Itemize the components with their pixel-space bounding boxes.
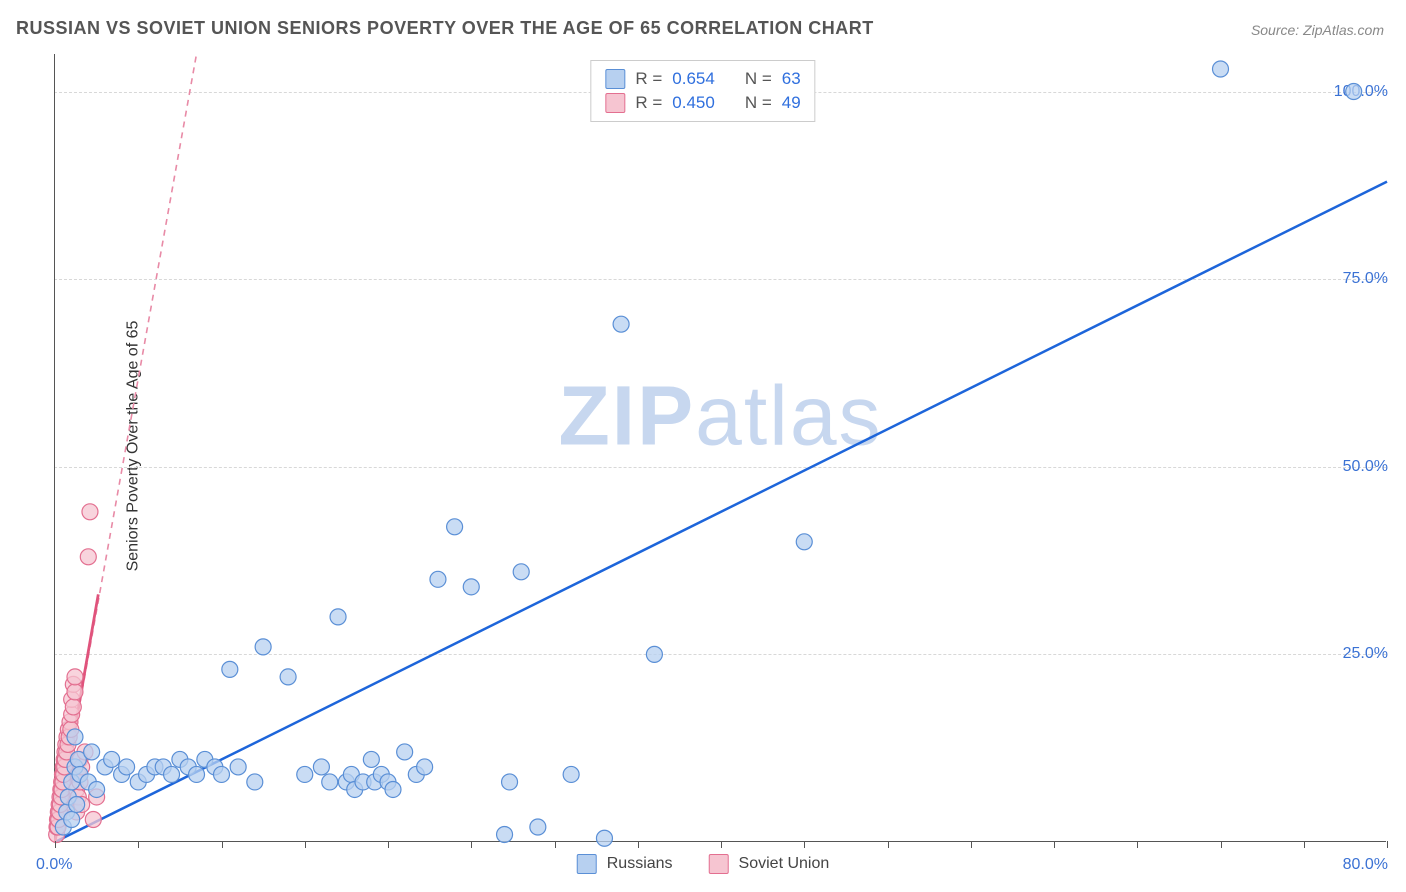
data-point [104, 751, 120, 767]
data-point [85, 811, 101, 827]
plot-area: ZIPatlas [54, 54, 1386, 842]
swatch-soviet-icon [709, 854, 729, 874]
data-point [447, 519, 463, 535]
legend-item-russians: Russians [577, 854, 673, 874]
data-point [530, 819, 546, 835]
data-point [796, 534, 812, 550]
data-point [64, 811, 80, 827]
page-title: RUSSIAN VS SOVIET UNION SENIORS POVERTY … [16, 18, 874, 39]
data-point [330, 609, 346, 625]
data-point [430, 571, 446, 587]
x-tick [388, 841, 389, 848]
r-label: R = [635, 93, 662, 113]
scatter-chart [55, 54, 1386, 841]
data-point [613, 316, 629, 332]
data-point [1346, 84, 1362, 100]
data-point [322, 774, 338, 790]
data-point [89, 781, 105, 797]
data-point [84, 744, 100, 760]
x-tick [471, 841, 472, 848]
x-tick [804, 841, 805, 848]
data-point [596, 830, 612, 846]
n-label: N = [745, 69, 772, 89]
x-tick [1387, 841, 1388, 848]
x-tick [1054, 841, 1055, 848]
x-tick [971, 841, 972, 848]
n-label: N = [745, 93, 772, 113]
data-point [313, 759, 329, 775]
x-tick [222, 841, 223, 848]
x-tick [638, 841, 639, 848]
data-point [222, 661, 238, 677]
x-tick [721, 841, 722, 848]
legend-series: Russians Soviet Union [577, 854, 830, 874]
legend-label-soviet: Soviet Union [739, 855, 830, 873]
x-tick [1304, 841, 1305, 848]
data-point [67, 684, 83, 700]
x-axis-max-label: 80.0% [1343, 856, 1388, 874]
data-point [164, 766, 180, 782]
data-point [497, 826, 513, 842]
data-point [417, 759, 433, 775]
swatch-russians-icon [577, 854, 597, 874]
data-point [646, 646, 662, 662]
legend-item-soviet: Soviet Union [709, 854, 830, 874]
x-tick [555, 841, 556, 848]
data-point [563, 766, 579, 782]
x-tick [1137, 841, 1138, 848]
data-point [363, 751, 379, 767]
x-axis-min-label: 0.0% [36, 856, 72, 874]
x-tick [305, 841, 306, 848]
r-value-russians: 0.654 [672, 69, 715, 89]
legend-row-russians: R = 0.654 N = 63 [605, 67, 800, 91]
data-point [119, 759, 135, 775]
data-point [297, 766, 313, 782]
data-point [67, 669, 83, 685]
data-point [513, 564, 529, 580]
x-tick [1221, 841, 1222, 848]
data-point [214, 766, 230, 782]
legend-row-soviet: R = 0.450 N = 49 [605, 91, 800, 115]
data-point [385, 781, 401, 797]
x-tick [55, 841, 56, 848]
data-point [230, 759, 246, 775]
data-point [69, 796, 85, 812]
legend-label-russians: Russians [607, 855, 673, 873]
data-point [189, 766, 205, 782]
data-point [397, 744, 413, 760]
data-point [255, 639, 271, 655]
n-value-russians: 63 [782, 69, 801, 89]
source-attribution: Source: ZipAtlas.com [1251, 22, 1384, 38]
data-point [82, 504, 98, 520]
x-tick [888, 841, 889, 848]
r-label: R = [635, 69, 662, 89]
data-point [65, 699, 81, 715]
data-point [67, 729, 83, 745]
r-value-soviet: 0.450 [672, 93, 715, 113]
legend-correlation: R = 0.654 N = 63 R = 0.450 N = 49 [590, 60, 815, 122]
data-point [502, 774, 518, 790]
n-value-soviet: 49 [782, 93, 801, 113]
data-point [247, 774, 263, 790]
swatch-soviet-icon [605, 93, 625, 113]
data-point [80, 549, 96, 565]
data-point [280, 669, 296, 685]
data-point [1213, 61, 1229, 77]
data-point [463, 579, 479, 595]
trendline [55, 182, 1387, 842]
swatch-russians-icon [605, 69, 625, 89]
x-tick [138, 841, 139, 848]
